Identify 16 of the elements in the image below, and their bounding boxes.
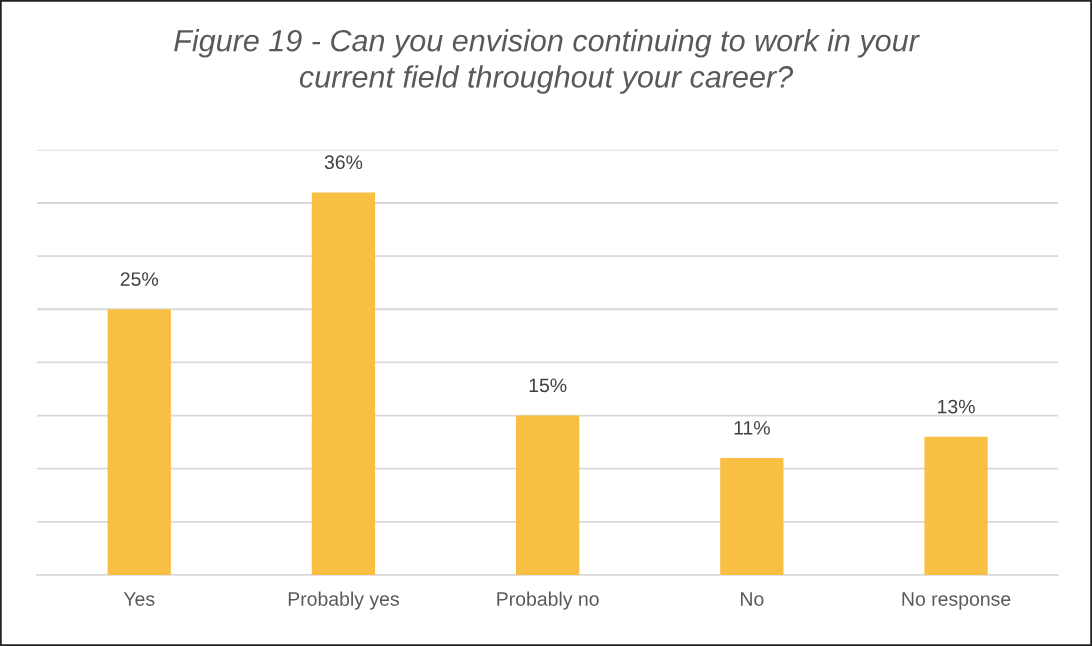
x-tick-label: No <box>741 592 764 606</box>
data-label: 36% <box>324 155 363 170</box>
bar <box>924 436 988 575</box>
data-label: 11% <box>734 421 770 435</box>
data-label: 15% <box>529 378 567 393</box>
bar <box>311 192 376 575</box>
chart-title: Figure 19 - Can you envision continuing to work in your current field throughout your career? <box>174 29 920 94</box>
data-label: 13% <box>938 399 975 414</box>
x-tick-label: No response <box>902 592 1011 610</box>
bar <box>107 309 171 575</box>
x-tick-label: Probably yes <box>288 591 399 610</box>
x-tick-label: Yes <box>123 592 155 606</box>
data-label: 25% <box>120 272 158 286</box>
bar <box>720 458 784 575</box>
bar <box>515 415 580 575</box>
x-tick-label: Probably no <box>497 591 599 610</box>
